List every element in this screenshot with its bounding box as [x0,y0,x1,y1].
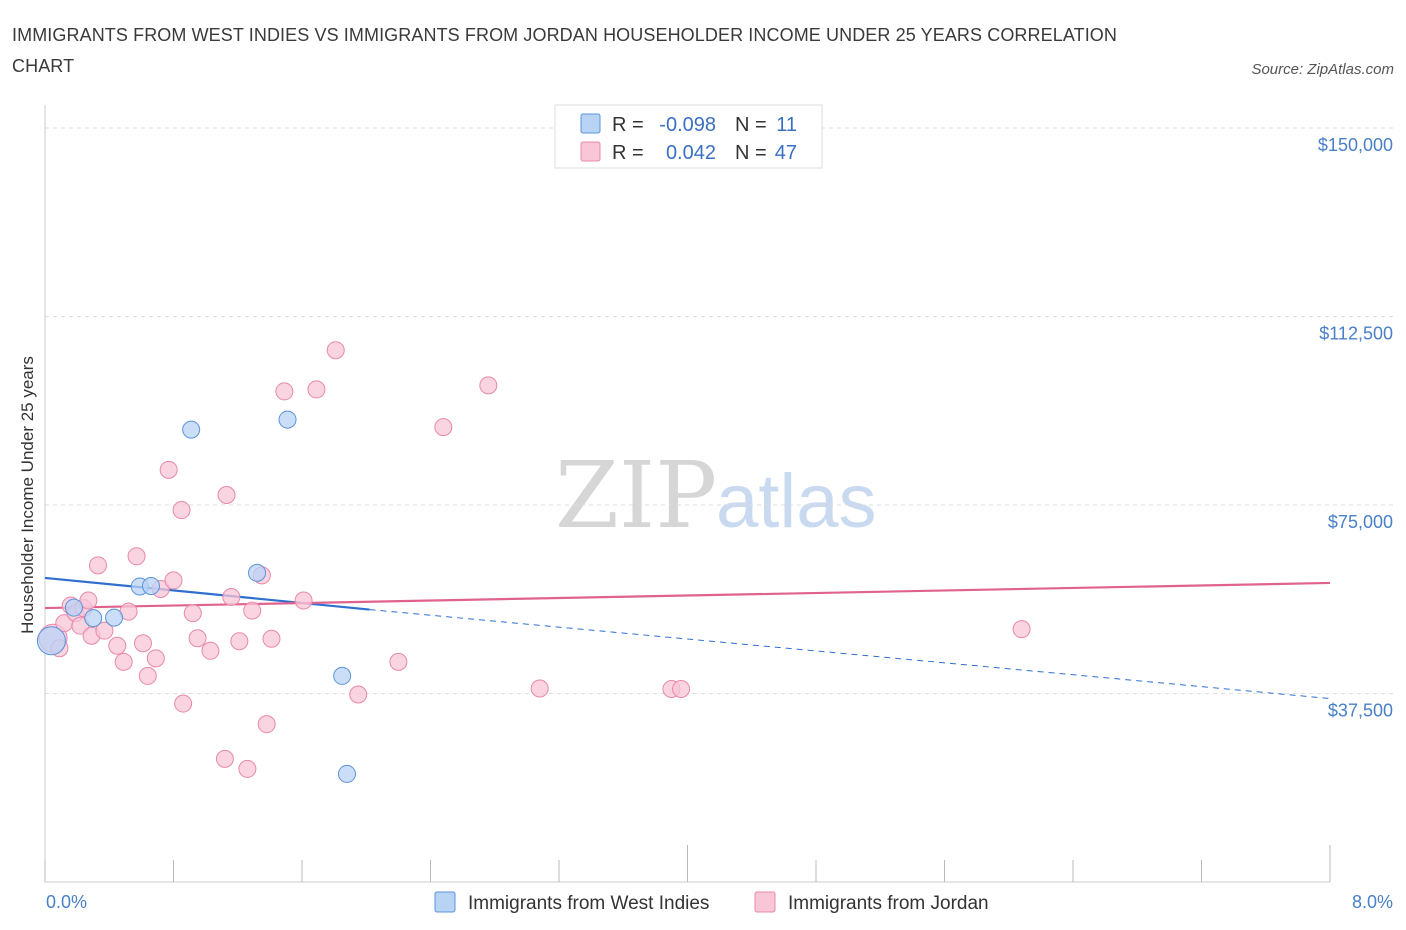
point-west-indies [84,609,103,628]
legend-box: R = -0.098 N = 11 R = 0.042 N = 47 [554,104,823,169]
point-jordan [230,632,249,651]
point-jordan [138,666,157,685]
chart-title: IMMIGRANTS FROM WEST INDIES VS IMMIGRANT… [12,25,1118,76]
bottom-legend-swatch-jordan [754,891,776,913]
trend-line-west-indies [44,576,370,611]
point-jordan [215,749,234,768]
point-jordan [479,376,498,395]
point-jordan [159,460,178,479]
y-axis-label: Householder Income Under 25 years [18,356,37,634]
legend-r-label: R = [612,142,644,164]
point-jordan [307,380,326,399]
legend-swatch-west-indies [580,113,601,134]
point-jordan [672,679,691,698]
bottom-legend-label-west-indies: Immigrants from West Indies [468,893,709,914]
point-jordan [146,649,165,668]
point-jordan [222,588,241,607]
point-jordan [389,652,408,671]
watermark-atlas: atlas [716,459,877,544]
legend-n-value-jordan: 47 [775,142,797,164]
point-west-indies [278,410,297,429]
point-jordan [172,501,191,520]
point-jordan [326,341,345,360]
point-jordan [188,629,207,648]
legend-n-value-west-indies: 11 [776,114,797,136]
point-west-indies [182,420,201,439]
point-jordan [217,485,236,504]
watermark-zip: ZIP [555,442,717,549]
point-jordan [108,636,127,655]
point-west-indies [105,608,124,627]
x-tick-label-right: 8.0% [1352,892,1393,912]
point-jordan [164,571,183,590]
point-west-indies [36,626,66,656]
bottom-legend: Immigrants from West Indies Immigrants f… [434,891,989,914]
trend-lines [44,576,1331,700]
legend-r-value-jordan: 0.042 [666,142,716,164]
point-jordan [294,591,313,610]
point-jordan [262,629,281,648]
point-west-indies [248,563,267,582]
point-jordan [257,715,276,734]
point-jordan [127,547,146,566]
point-jordan [89,556,108,575]
point-west-indies [142,576,161,595]
axes [44,105,1331,883]
y-tick-label: $112,500 [1319,324,1393,344]
legend-n-label: N = [735,114,767,136]
trend-line-jordan [44,581,1331,610]
point-west-indies [337,764,356,783]
point-jordan [79,591,98,610]
point-jordan [183,604,202,623]
x-tick-label-left: 0.0% [46,892,87,912]
point-jordan [434,418,453,437]
data-points [36,341,1031,783]
y-tick-label: $75,000 [1328,512,1393,532]
point-jordan [243,601,262,620]
legend-swatch-jordan [580,141,601,162]
point-jordan [201,641,220,660]
source-label: Source: ZipAtlas.com [1251,61,1394,78]
point-jordan [174,694,193,713]
trend-line-west-indies-extrapolated [369,609,1331,700]
y-tick-label: $150,000 [1318,135,1393,155]
y-tick-label: $37,500 [1328,701,1393,721]
point-west-indies [64,598,83,617]
point-jordan [238,759,257,778]
point-jordan [1012,620,1031,639]
legend-n-label: N = [735,142,767,164]
point-jordan [349,685,368,704]
point-west-indies [333,666,352,685]
bottom-legend-label-jordan: Immigrants from Jordan [788,893,989,914]
bottom-legend-swatch-west-indies [434,891,456,913]
point-jordan [133,634,152,653]
legend-r-label: R = [612,114,644,136]
legend-r-value-west-indies: -0.098 [659,114,716,136]
point-jordan [275,382,294,401]
point-jordan [530,679,549,698]
point-jordan [95,621,114,640]
point-jordan [114,652,133,671]
